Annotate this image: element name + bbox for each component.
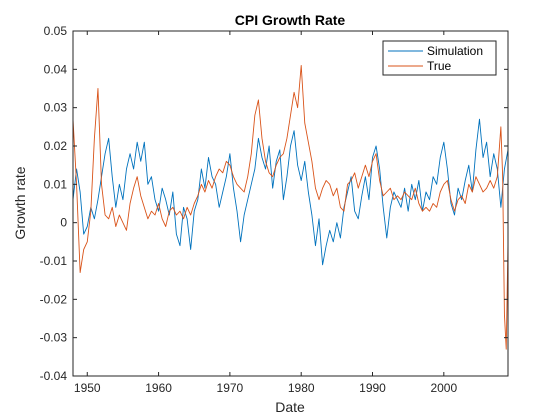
y-axis-label: Growth rate xyxy=(12,166,28,239)
y-tick-label: 0.01 xyxy=(44,177,68,191)
series-line-simulation xyxy=(73,118,508,266)
plot-area xyxy=(73,31,508,376)
x-axis-label: Date xyxy=(275,399,305,415)
chart-title: CPI Growth Rate xyxy=(235,12,346,28)
x-tick-label: 1980 xyxy=(288,381,315,395)
y-tick-label: 0.03 xyxy=(44,101,68,115)
x-axis: 1950 1960 1970 1980 1990 2000 xyxy=(74,31,457,395)
x-tick-label: 1970 xyxy=(217,381,244,395)
y-tick-label: -0.02 xyxy=(40,292,68,306)
y-tick-label: -0.01 xyxy=(40,254,68,268)
x-tick-label: 2000 xyxy=(430,381,457,395)
legend-label-simulation: Simulation xyxy=(427,44,483,58)
legend: Simulation True xyxy=(382,40,497,76)
axes-box xyxy=(72,30,509,377)
x-tick-label: 1950 xyxy=(74,381,101,395)
y-tick-label: -0.03 xyxy=(40,331,68,345)
series-line-true xyxy=(73,65,508,350)
y-tick-label: -0.04 xyxy=(40,369,68,383)
y-tick-label: 0 xyxy=(60,216,67,230)
series-layer xyxy=(73,65,508,350)
y-tick-label: 0.02 xyxy=(44,139,68,153)
y-tick-label: 0.05 xyxy=(44,24,68,38)
legend-box xyxy=(382,40,497,76)
y-tick-label: 0.04 xyxy=(44,62,68,76)
x-tick-label: 1990 xyxy=(359,381,386,395)
legend-label-true: True xyxy=(427,59,452,73)
x-tick-label: 1960 xyxy=(145,381,172,395)
y-axis: -0.04 -0.03 -0.02 -0.01 0 0.01 0.02 0.03 0.04 0.0… xyxy=(40,24,508,383)
